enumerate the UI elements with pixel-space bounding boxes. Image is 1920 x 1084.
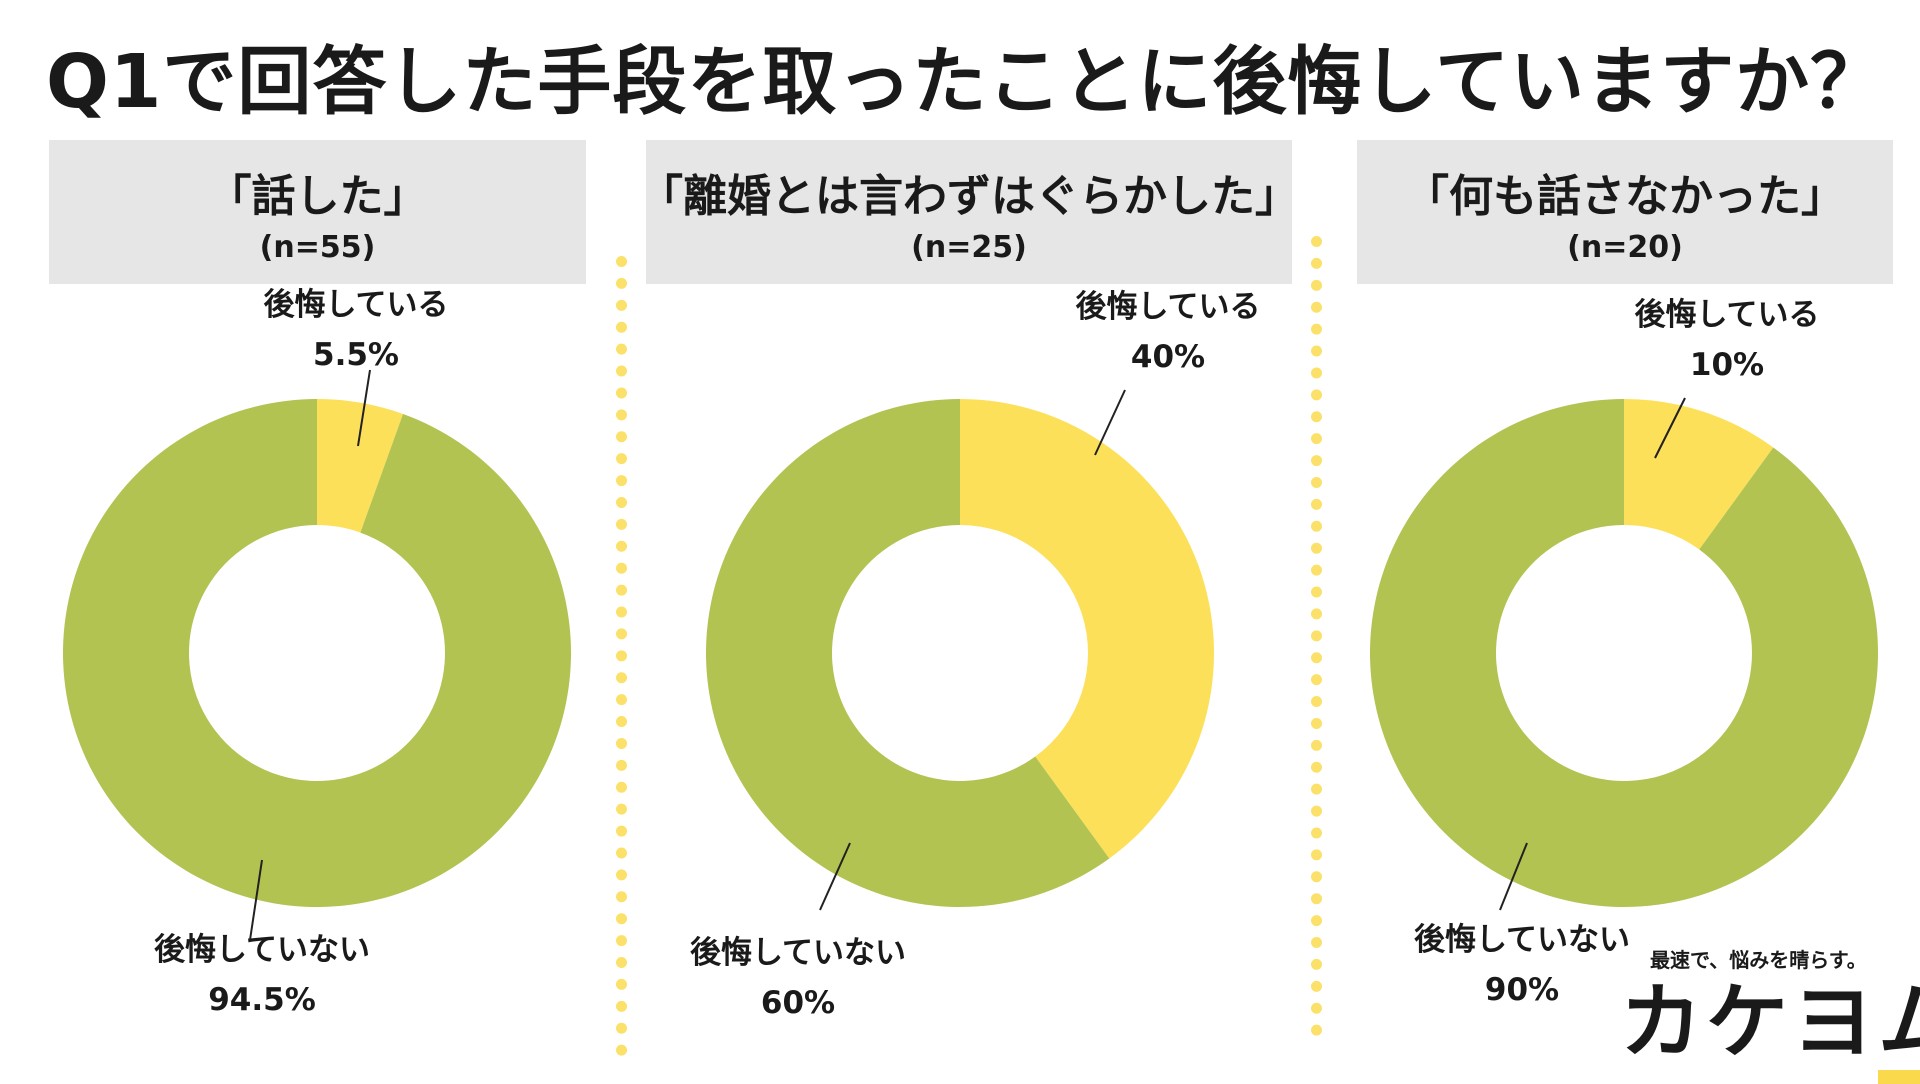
label-noregret-2-value: 60% [760,985,836,1021]
panel-n-3: (n=20) [1567,229,1683,265]
label-regret-1-name: 後悔している [263,287,449,323]
label-regret-3-name: 後悔している [1634,297,1820,333]
donut-1-slice-regret [317,399,404,533]
label-regret-1: 後悔している 5.5% [263,280,448,380]
panel-category-1: 「話した」 [207,170,428,222]
donut-2-slice-noregret [706,399,1110,907]
donut-3-leader-regret [1654,397,1686,459]
panel-divider-2 [1311,236,1322,1036]
panel-header-1: 「話した」 (n=55) [49,140,586,284]
label-regret-3-value: 10% [1689,347,1765,383]
panel-header-2: 「離婚とは言わずはぐらかした」 (n=25) [639,140,1299,284]
donut-1-slice-noregret [62,399,571,907]
label-regret-2-value: 40% [1130,339,1206,375]
donut-3-slice-noregret [1370,399,1879,907]
page-title: Q1で回答した手段を取ったことに後悔していますか？ [46,39,1886,125]
brand-logo: カケヨム [1620,975,1920,1084]
label-noregret-3-value: 90% [1484,972,1560,1008]
donut-2-leader-regret [1094,389,1126,456]
panel-category-2: 「離婚とは言わずはぐらかした」 [639,170,1299,222]
donut-3-slice-regret [1624,399,1774,550]
label-noregret-3-name: 後悔していない [1413,922,1631,958]
brand-logo-last: ム [1878,975,1920,1084]
label-noregret-1: 後悔していない 94.5% [154,925,370,1025]
label-regret-2: 後悔している 40% [1075,282,1260,382]
label-regret-3: 後悔している 10% [1634,290,1819,390]
panel-header-3: 「何も話さなかった」 (n=20) [1357,140,1893,284]
donut-3-leader-noregret [1499,842,1528,911]
panel-category-3: 「何も話さなかった」 [1405,170,1845,222]
panel-n-2: (n=25) [911,229,1027,265]
label-regret-1-value: 5.5% [313,337,399,373]
donut-1-leader-regret [357,369,371,447]
donut-1-leader-noregret [249,859,263,941]
label-regret-2-name: 後悔している [1075,289,1261,325]
panel-divider-1 [616,256,627,1056]
label-noregret-1-value: 94.5% [208,982,316,1018]
brand-logo-main: カケヨ [1620,975,1879,1070]
donut-2-slice-regret [960,399,1214,859]
label-noregret-2-name: 後悔していない [689,935,907,971]
brand-tagline: 最速で、悩みを晴らす。 [1650,948,1867,972]
label-noregret-2: 後悔していない 60% [690,928,906,1028]
label-noregret-3: 後悔していない 90% [1414,915,1630,1015]
donut-2-leader-noregret [819,842,851,911]
label-noregret-1-name: 後悔していない [153,932,371,968]
panel-n-1: (n=55) [259,229,376,265]
